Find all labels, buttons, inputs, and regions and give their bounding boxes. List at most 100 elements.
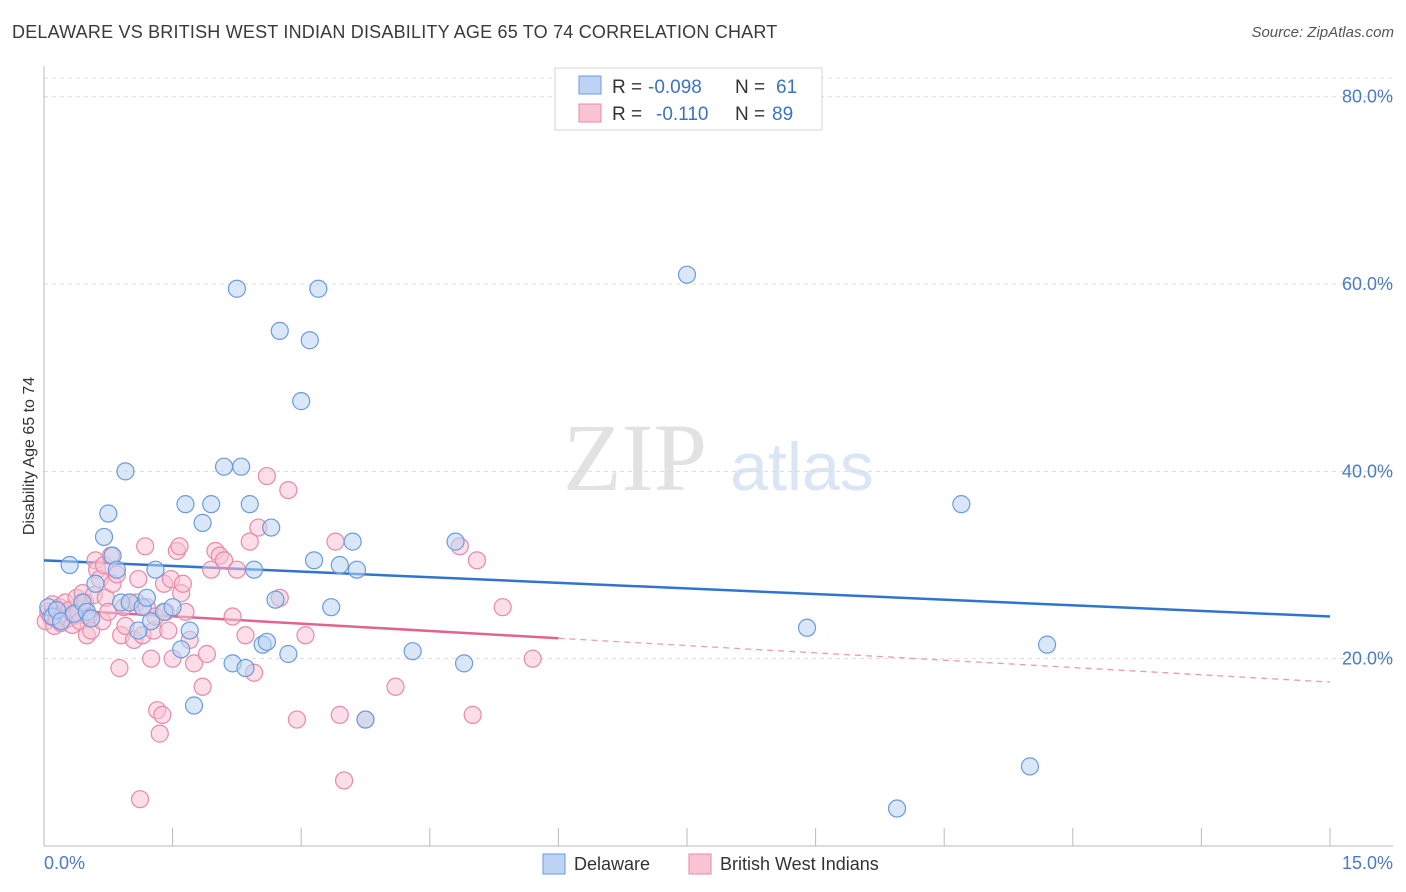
point-delaware-36 (244, 560, 264, 579)
point-bwi-69 (223, 607, 242, 626)
point-delaware-4 (60, 555, 79, 575)
point-bwi-70 (227, 560, 246, 579)
bottom-legend-swatch-bwi (688, 853, 712, 875)
bottom-legend-label-delaware: Delaware (574, 854, 650, 874)
trend-line-bwi-extrapolated (558, 637, 1331, 683)
point-delaware-41 (270, 321, 289, 340)
point-bwi-40 (129, 569, 148, 589)
point-delaware-20 (142, 612, 161, 631)
point-delaware-15 (116, 462, 135, 481)
point-delaware-19 (137, 588, 156, 607)
point-bwi-79 (296, 626, 315, 645)
point-delaware-9 (86, 574, 105, 593)
point-delaware-11 (99, 504, 118, 523)
legend-swatch-delaware (578, 75, 602, 95)
point-delaware-44 (300, 331, 319, 350)
point-bwi-65 (202, 560, 221, 579)
point-bwi-50 (153, 705, 172, 724)
legend-swatch-bwi (578, 103, 602, 123)
point-delaware-39 (262, 518, 281, 537)
point-bwi-57 (170, 537, 189, 556)
point-delaware-17 (129, 621, 148, 640)
point-bwi-81 (330, 705, 349, 724)
point-delaware-27 (184, 696, 204, 715)
point-delaware-25 (176, 495, 195, 514)
y-tick-label-20: 20.0% (1342, 649, 1393, 669)
point-delaware-34 (236, 658, 255, 678)
point-delaware-51 (356, 710, 375, 729)
data-points (36, 265, 1057, 818)
point-bwi-75 (257, 466, 277, 486)
point-delaware-58 (952, 495, 971, 514)
legend-r-label-2: R = (612, 104, 642, 125)
watermark-zip: ZIP (563, 404, 707, 511)
point-delaware-49 (343, 532, 362, 551)
point-delaware-55 (677, 265, 697, 284)
point-delaware-56 (797, 618, 817, 637)
point-bwi-45 (142, 649, 161, 668)
point-delaware-10 (94, 527, 114, 547)
y-tick-labels: 20.0% 40.0% 60.0% 80.0% (1342, 87, 1393, 669)
point-bwi-59 (173, 574, 192, 593)
legend-r-label-1: R = (612, 77, 642, 98)
legend-n-value-2: 89 (772, 104, 793, 125)
point-bwi-62 (184, 654, 204, 673)
chart-title: DELAWARE VS BRITISH WEST INDIAN DISABILI… (12, 22, 778, 42)
point-delaware-29 (202, 495, 221, 514)
point-delaware-26 (180, 621, 199, 640)
bottom-legend-label-bwi: British West Indians (720, 854, 879, 874)
source-credit: Source: ZipAtlas.com (1251, 24, 1394, 41)
point-bwi-78 (287, 710, 307, 729)
point-bwi-87 (467, 551, 487, 570)
y-axis-title: Disability Age 65 to 74 (21, 377, 38, 535)
point-delaware-52 (403, 642, 422, 661)
point-delaware-48 (330, 555, 349, 575)
point-delaware-42 (279, 644, 298, 664)
point-bwi-53 (159, 621, 178, 640)
legend-n-label-1: N = (735, 77, 765, 98)
point-delaware-43 (292, 392, 311, 411)
point-bwi-77 (279, 480, 298, 500)
point-delaware-35 (240, 495, 259, 514)
point-bwi-33 (110, 658, 129, 678)
point-delaware-50 (347, 560, 367, 579)
point-bwi-71 (236, 626, 255, 645)
y-tick-label-60: 60.0% (1342, 274, 1393, 294)
point-bwi-88 (493, 598, 512, 617)
point-delaware-54 (454, 654, 474, 673)
point-delaware-21 (146, 560, 165, 579)
legend-n-label-2: N = (735, 104, 765, 125)
legend-r-value-2: -0.110 (656, 104, 708, 125)
series-legend: Delaware British West Indians (542, 853, 879, 875)
bottom-legend-swatch-delaware (542, 853, 566, 875)
watermark-atlas: atlas (730, 429, 874, 505)
point-bwi-68 (214, 551, 234, 570)
point-delaware-32 (227, 279, 246, 298)
point-delaware-59 (1020, 757, 1040, 776)
point-bwi-49 (150, 724, 169, 743)
point-bwi-86 (463, 705, 482, 724)
x-tick-label-right: 15.0% (1342, 853, 1393, 873)
point-delaware-40 (266, 590, 285, 609)
x-tick-label-left: 0.0% (44, 853, 85, 873)
point-delaware-47 (322, 598, 341, 617)
point-bwi-84 (386, 677, 405, 696)
y-tick-label-80: 80.0% (1342, 87, 1393, 107)
point-delaware-24 (172, 640, 191, 659)
point-bwi-63 (193, 677, 212, 696)
point-bwi-41 (130, 790, 150, 809)
point-bwi-89 (523, 649, 542, 668)
point-delaware-13 (107, 560, 126, 579)
legend-r-value-1: -0.098 (648, 77, 702, 98)
point-delaware-30 (214, 457, 234, 476)
point-bwi-80 (326, 532, 345, 551)
point-delaware-23 (163, 598, 182, 617)
point-delaware-60 (1037, 635, 1057, 654)
point-bwi-72 (240, 532, 259, 551)
point-delaware-57 (887, 799, 907, 818)
point-delaware-45 (304, 551, 324, 570)
point-delaware-46 (309, 279, 328, 298)
point-delaware-8 (82, 609, 101, 628)
legend-n-value-1: 61 (776, 77, 797, 98)
